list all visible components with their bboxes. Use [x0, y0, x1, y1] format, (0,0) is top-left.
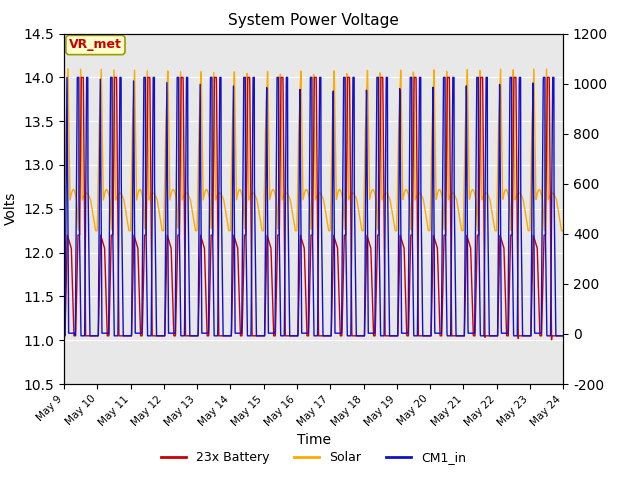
Solar — [550, 191, 557, 197]
CM1_in — [559, 333, 567, 339]
CM1_in — [273, 74, 281, 80]
Solar — [252, 193, 259, 199]
Text: VR_met: VR_met — [69, 38, 122, 51]
X-axis label: Time: Time — [296, 433, 331, 447]
Solar — [273, 214, 281, 219]
CM1_in — [74, 74, 81, 80]
Solar — [559, 228, 567, 234]
23x Battery — [77, 74, 85, 80]
CM1_in — [550, 74, 557, 80]
23x Battery — [273, 251, 281, 256]
CM1_in — [60, 333, 68, 339]
Y-axis label: Volts: Volts — [4, 192, 18, 226]
23x Battery — [117, 333, 125, 339]
Line: CM1_in: CM1_in — [64, 77, 563, 336]
Solar — [60, 228, 68, 234]
CM1_in — [252, 273, 259, 279]
23x Battery — [252, 333, 259, 339]
Solar — [496, 90, 504, 96]
CM1_in — [117, 74, 125, 80]
CM1_in — [496, 96, 504, 102]
Solar — [117, 191, 125, 197]
Solar — [147, 192, 155, 198]
23x Battery — [147, 172, 155, 178]
Title: System Power Voltage: System Power Voltage — [228, 13, 399, 28]
23x Battery — [496, 240, 504, 246]
Solar — [64, 66, 72, 72]
CM1_in — [147, 333, 155, 339]
23x Battery — [548, 337, 556, 343]
23x Battery — [559, 333, 567, 339]
Line: Solar: Solar — [64, 69, 563, 231]
Line: 23x Battery: 23x Battery — [64, 77, 563, 340]
23x Battery — [550, 333, 557, 339]
Legend: 23x Battery, Solar, CM1_in: 23x Battery, Solar, CM1_in — [156, 446, 471, 469]
23x Battery — [60, 333, 68, 339]
